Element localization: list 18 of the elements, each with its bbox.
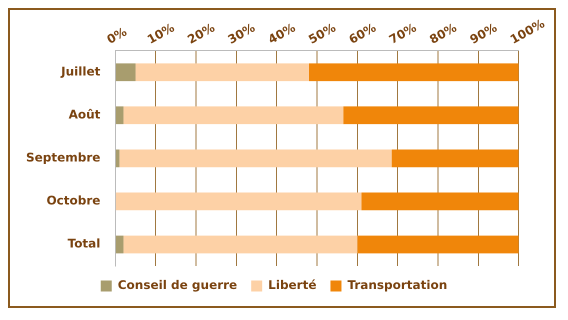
x-tick-label: 20% <box>185 20 218 47</box>
x-tick-label: 0% <box>104 24 130 47</box>
y-tick-label: Août <box>68 107 101 122</box>
legend-label: Liberté <box>268 278 316 292</box>
x-tick-label: 70% <box>386 20 419 47</box>
y-tick-label: Total <box>68 236 100 251</box>
x-tick-label: 30% <box>225 20 258 47</box>
x-tick-label: 10% <box>144 20 177 47</box>
x-tick-label: 40% <box>266 20 298 47</box>
x-tick-label: 80% <box>427 20 460 47</box>
legend-label: Transportation <box>347 278 448 292</box>
y-tick-label: Juillet <box>60 64 101 78</box>
y-tick-label: Octobre <box>46 194 100 208</box>
x-tick-label: 90% <box>467 20 500 47</box>
legend-label: Conseil de guerre <box>118 278 238 292</box>
x-tick-label: 60% <box>346 20 378 47</box>
x-tick-label: 50% <box>306 20 338 47</box>
y-tick-label: Septembre <box>26 150 100 164</box>
